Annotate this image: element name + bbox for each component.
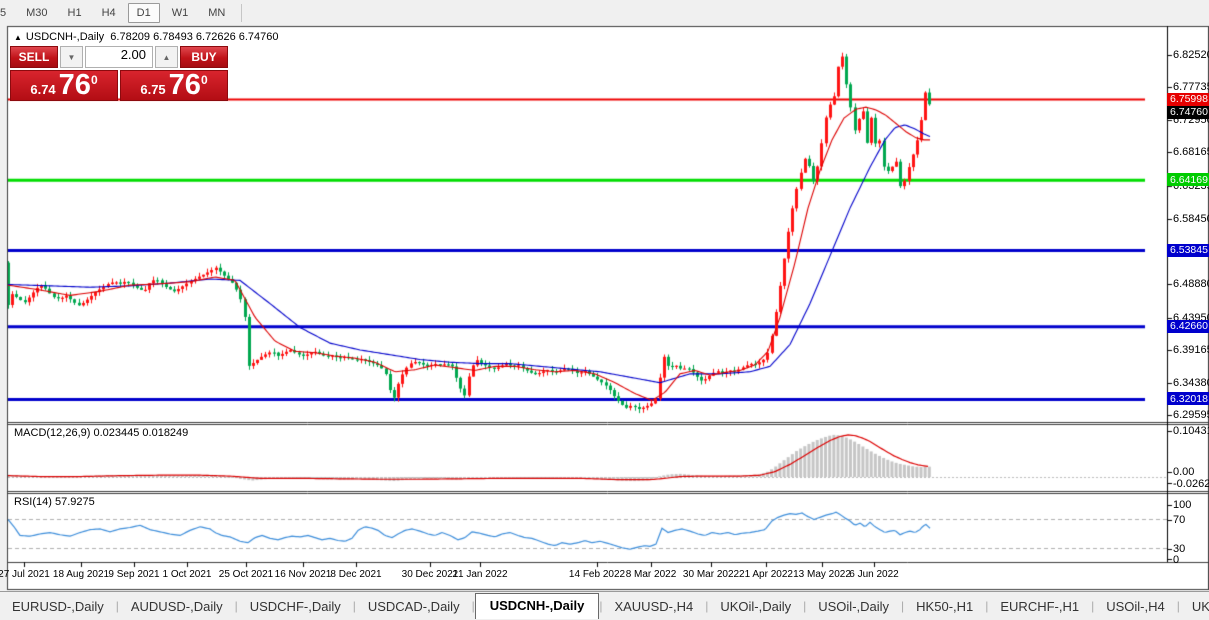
symbol-tab-audusd-daily[interactable]: AUDUSD-,Daily (130, 599, 223, 614)
sell-price-big: 76 (58, 69, 91, 101)
date-tick-label: 27 Jul 2021 (0, 569, 50, 580)
date-tick-label: 6 Jun 2022 (849, 569, 899, 580)
date-tick-label: 8 Mar 2022 (625, 569, 677, 580)
date-tick-label: 14 Feb 2022 (568, 569, 626, 580)
date-tick-label: 30 Dec 2021 (401, 569, 459, 580)
symbol-tab-usdchf-daily[interactable]: USDCHF-,Daily (249, 599, 341, 614)
macd-label: MACD(12,26,9) 0.023445 0.018249 (14, 427, 189, 439)
price-tick-label: 6.29595 (1173, 409, 1209, 422)
sell-button[interactable]: SELL (10, 46, 58, 68)
sell-price-sup: 0 (90, 73, 98, 87)
price-tick-label: 6.58450 (1173, 212, 1209, 225)
price-badge: 6.74760 (1167, 105, 1209, 119)
rsi-axis-30: 30 (1173, 543, 1186, 555)
macd-axis-min: -0.026249 (1173, 477, 1209, 490)
date-tick-label: 21 Jan 2022 (452, 569, 508, 580)
symbol-tab-xauusd-h4[interactable]: XAUUSD-,H4 (614, 599, 694, 614)
chevron-down-icon: ▼ (67, 52, 76, 62)
tab-separator: | (1091, 599, 1095, 613)
date-tick-label: 9 Sep 2021 (108, 569, 160, 580)
symbol-tab-ukoil-h4[interactable]: UKOil-,H4 (1191, 599, 1209, 614)
tab-separator: | (471, 599, 475, 613)
ohlc-values: 6.78209 6.78493 6.72626 6.74760 (110, 31, 279, 43)
price-tick-label: 6.34380 (1173, 376, 1209, 389)
volume-input[interactable]: 2.00 (85, 46, 153, 68)
rsi-axis-70: 70 (1173, 513, 1186, 526)
date-tick-label: 1 Oct 2021 (162, 569, 212, 580)
price-tick-label: 6.82520 (1173, 48, 1209, 61)
symbol-tab-usoil-daily[interactable]: USOil-,Daily (818, 599, 890, 614)
rsi-axis-0: 0 (1173, 554, 1180, 566)
price-badge: 6.42660 (1167, 319, 1209, 333)
rsi-axis-100: 100 (1173, 499, 1192, 511)
tab-separator: | (115, 599, 119, 613)
tab-separator: | (599, 599, 603, 613)
price-tick-label: 6.68165 (1173, 146, 1209, 159)
sell-price-tile[interactable]: 6.74 76 0 (10, 70, 118, 101)
date-tick-label: 21 Apr 2022 (739, 569, 793, 580)
buy-price-tile[interactable]: 6.75 76 0 (120, 70, 228, 101)
symbol-tab-usdcnh-daily[interactable]: USDCNH-,Daily (474, 593, 600, 619)
date-tick-label: 16 Nov 2021 (274, 569, 332, 580)
chevron-up-icon: ▲ (162, 52, 171, 62)
price-badge: 6.64169 (1167, 173, 1209, 187)
price-tick-label: 6.77735 (1173, 81, 1209, 94)
symbol-tab-bar: EURUSD-,Daily | AUDUSD-,Daily | USDCHF-,Dail… (0, 591, 1209, 619)
macd-axis-max: 0.104313 (1173, 425, 1209, 437)
buy-button[interactable]: BUY (180, 46, 228, 68)
date-tick-label: 8 Dec 2021 (330, 569, 382, 580)
symbol-tab-eurusd-daily[interactable]: EURUSD-,Daily (12, 599, 104, 614)
sell-price-small: 6.74 (30, 82, 56, 97)
price-badge: 6.32018 (1167, 392, 1209, 406)
macd-axis-zero: 0.00 (1173, 466, 1195, 478)
rsi-label: RSI(14) 57.9275 (14, 496, 95, 508)
date-tick-label: 25 Oct 2021 (218, 569, 274, 580)
buy-price-big: 76 (168, 69, 201, 101)
tab-separator: | (985, 599, 989, 613)
date-tick-label: 18 Aug 2021 (52, 569, 110, 580)
symbol-tab-usoil-h4[interactable]: USOil-,H4 (1106, 599, 1165, 614)
volume-decrease-button[interactable]: ▼ (60, 46, 83, 68)
buy-price-sup: 0 (200, 73, 208, 87)
symbol-tab-hk50-h1[interactable]: HK50-,H1 (916, 599, 974, 614)
tab-separator: | (803, 599, 807, 613)
volume-increase-button[interactable]: ▲ (155, 46, 178, 68)
tab-separator: | (901, 599, 905, 613)
date-tick-label: 30 Mar 2022 (682, 569, 740, 580)
price-tick-label: 6.48880 (1173, 277, 1209, 290)
tab-separator: | (352, 599, 356, 613)
tab-separator: | (234, 599, 238, 613)
symbol-tab-eurchf-h1[interactable]: EURCHF-,H1 (1000, 599, 1080, 614)
buy-price-small: 6.75 (140, 82, 166, 97)
tab-separator: | (705, 599, 709, 613)
symbol-period-label: USDCNH-,Daily (25, 31, 105, 43)
symbol-tab-ukoil-daily[interactable]: UKOil-,Daily (720, 599, 792, 614)
price-tick-label: 6.39165 (1173, 344, 1209, 357)
price-badge: 6.75998 (1167, 92, 1209, 106)
collapse-triangle-icon[interactable]: ▲ (14, 33, 22, 42)
symbol-tab-usdcad-daily[interactable]: USDCAD-,Daily (367, 599, 460, 614)
price-badge: 6.53845 (1167, 243, 1209, 257)
one-click-trade-panel: SELL ▼ 2.00 ▲ BUY 6.74 76 0 6.75 76 0 (10, 46, 228, 101)
chart-title: ▲ USDCNH-,Daily 6.78209 6.78493 6.72626 6… (14, 31, 279, 43)
date-tick-label: 13 May 2022 (793, 569, 851, 580)
tab-separator: | (1176, 599, 1180, 613)
